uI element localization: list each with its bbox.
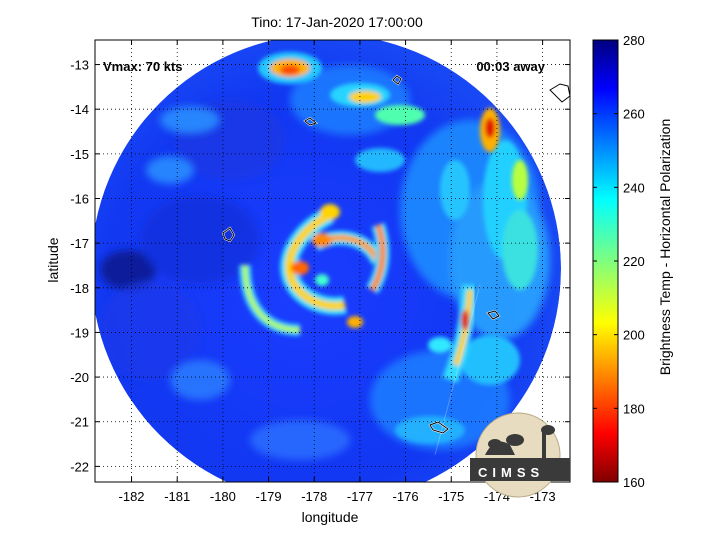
colorbar-tick-label: 280 (623, 33, 645, 48)
colorbar (592, 39, 619, 483)
y-axis-ticks: -13 -14 -15 -16 -17 -18 -19 -20 -21 -22 (70, 58, 570, 474)
y-tick-label: -15 (70, 147, 89, 162)
y-axis-label: latitude (45, 237, 61, 282)
colorbar-tick-label: 180 (623, 401, 645, 416)
y-tick-label: -22 (70, 459, 89, 474)
vmax-annotation: Vmax: 70 kts (103, 59, 183, 74)
y-tick-label: -18 (70, 281, 89, 296)
plot-frame (94, 39, 571, 483)
y-tick-label: -17 (70, 236, 89, 251)
colorbar-tick-label: 200 (623, 328, 645, 343)
chart-title: Tino: 17-Jan-2020 17:00:00 (251, 14, 423, 30)
x-tick-label: -178 (301, 489, 327, 504)
x-tick-label: -181 (164, 489, 190, 504)
y-tick-label: -20 (70, 370, 89, 385)
grid-lines (95, 40, 570, 482)
y-tick-label: -19 (70, 325, 89, 340)
x-tick-label: -182 (119, 489, 145, 504)
x-tick-label: -180 (210, 489, 236, 504)
time-offset-annotation: 00:03 away (476, 59, 545, 74)
x-axis-label: longitude (302, 509, 359, 525)
y-tick-label: -13 (70, 58, 89, 73)
colorbar-tick-label: 260 (623, 107, 645, 122)
brightness-temperature-swath (95, 40, 570, 482)
logo-text: CIMSS (478, 465, 544, 480)
x-tick-label: -176 (393, 489, 419, 504)
colorbar-ticks: 160 180 200 220 240 260 280 (593, 33, 645, 490)
colorbar-tick-label: 220 (623, 254, 645, 269)
y-tick-label: -16 (70, 191, 89, 206)
cimss-logo: CIMSS (470, 412, 570, 498)
x-tick-label: -175 (438, 489, 464, 504)
x-tick-label: -177 (347, 489, 373, 504)
colorbar-label: Brightness Temp - Horizontal Polarizatio… (657, 119, 673, 376)
y-tick-label: -21 (70, 415, 89, 430)
colorbar-tick-label: 160 (623, 475, 645, 490)
colorbar-tick-label: 240 (623, 180, 645, 195)
y-tick-label: -14 (70, 102, 89, 117)
x-tick-label: -179 (256, 489, 282, 504)
